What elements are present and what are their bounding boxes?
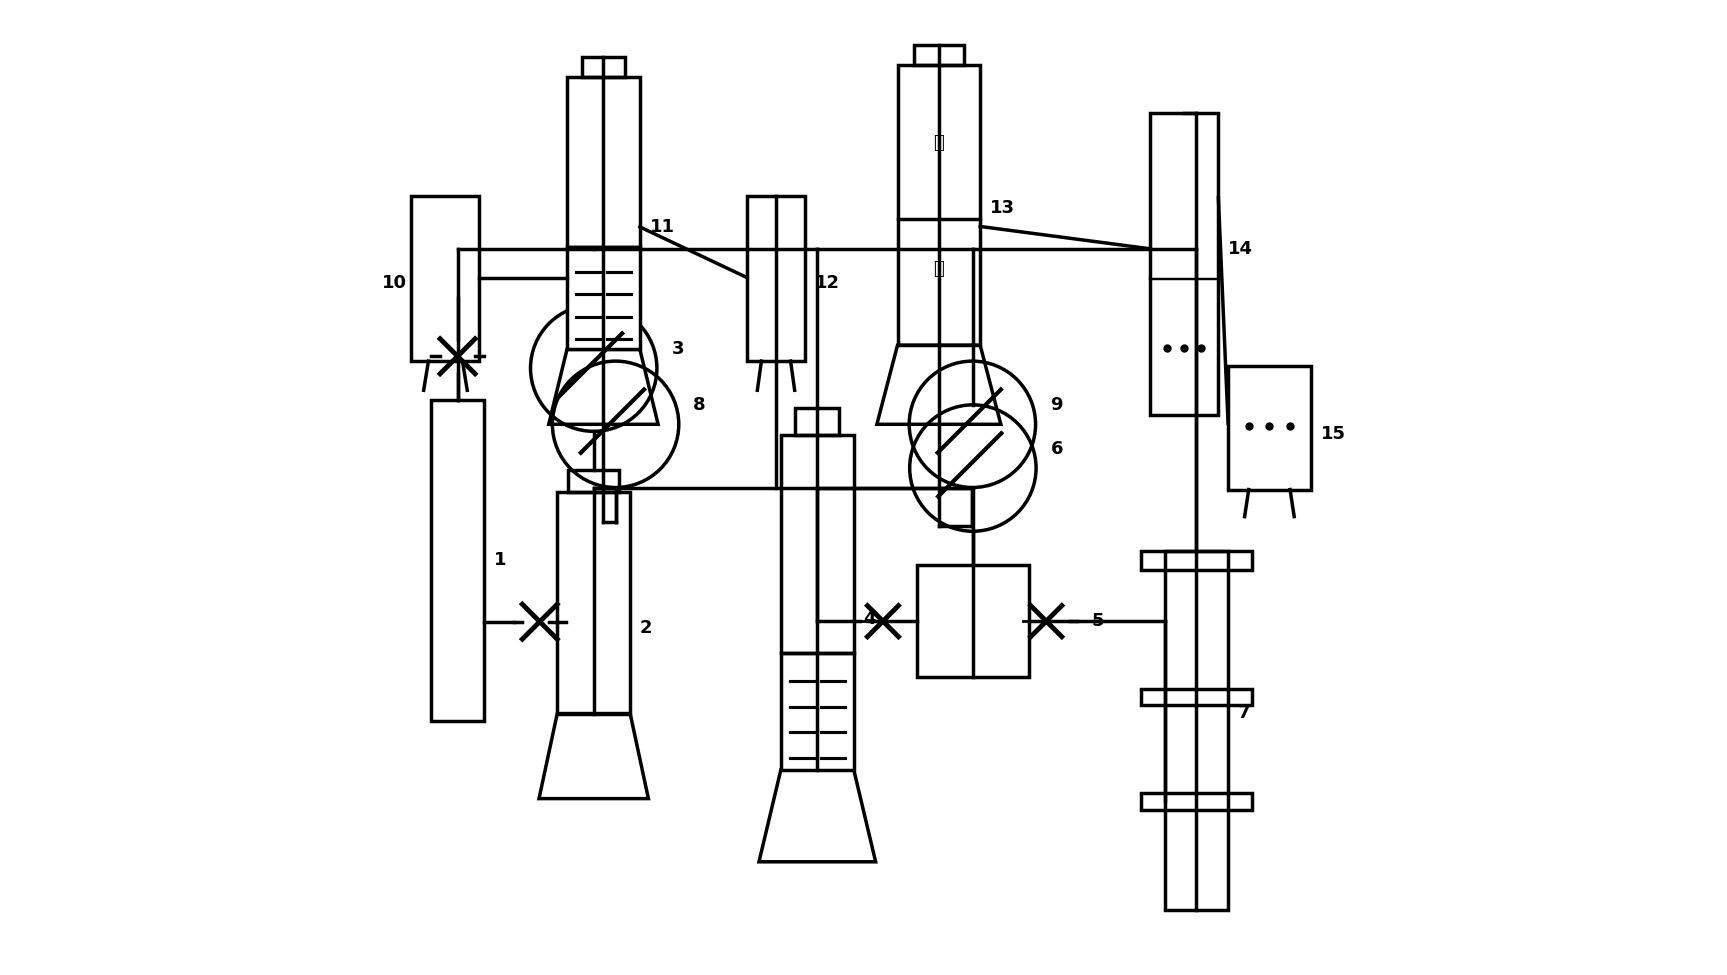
Text: 10: 10 (382, 274, 406, 292)
Bar (746, 196, 805, 361)
Bar (781, 653, 853, 770)
Bar (914, 45, 964, 64)
Bar (796, 409, 839, 436)
Bar (582, 57, 625, 77)
Bar (1150, 113, 1218, 414)
Bar (558, 492, 630, 714)
Text: 3: 3 (672, 340, 684, 358)
Text: 8: 8 (693, 397, 706, 414)
Text: 12: 12 (815, 274, 839, 292)
Text: 15: 15 (1321, 425, 1345, 443)
Bar (430, 400, 484, 721)
Bar (781, 436, 853, 653)
Text: 13: 13 (990, 200, 1015, 217)
Text: 1: 1 (494, 552, 506, 569)
Text: 9: 9 (1050, 397, 1062, 414)
Text: 7: 7 (1238, 704, 1250, 722)
Bar (1142, 793, 1252, 809)
Text: 2: 2 (641, 619, 653, 638)
Text: 14: 14 (1228, 240, 1254, 257)
Bar (568, 470, 620, 492)
Bar (898, 64, 981, 345)
Text: 4: 4 (864, 610, 876, 628)
Bar (1228, 366, 1311, 489)
Bar (1142, 551, 1252, 570)
Text: 油: 油 (934, 135, 945, 152)
Text: 5: 5 (1091, 612, 1105, 630)
Text: 11: 11 (649, 218, 675, 236)
Bar (917, 566, 1029, 677)
Text: 水: 水 (934, 260, 945, 279)
Bar (566, 248, 641, 349)
Bar (1142, 688, 1252, 705)
Bar (411, 196, 480, 361)
Bar (566, 77, 641, 248)
Bar (1166, 551, 1228, 911)
Text: 6: 6 (1050, 440, 1064, 458)
